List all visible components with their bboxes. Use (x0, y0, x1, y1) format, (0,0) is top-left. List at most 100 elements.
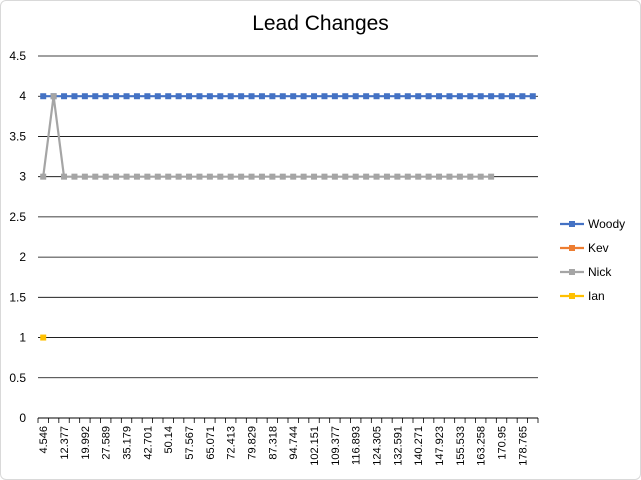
x-tick-label: 87.318 (267, 426, 279, 460)
data-point (425, 173, 432, 180)
data-point (102, 93, 109, 100)
y-tick-label: 0 (19, 411, 26, 425)
data-point (238, 93, 245, 100)
data-point (81, 93, 88, 100)
series-group (40, 93, 536, 341)
data-point (154, 93, 161, 100)
data-point (415, 173, 422, 180)
data-point (133, 93, 140, 100)
data-point (196, 173, 203, 180)
data-point (352, 173, 359, 180)
data-point (519, 93, 526, 100)
data-point (81, 173, 88, 180)
data-point (144, 93, 151, 100)
data-point (467, 93, 474, 100)
x-tick-label: 4.546 (38, 426, 50, 454)
data-point (269, 93, 276, 100)
gridlines (38, 55, 538, 379)
data-point (175, 93, 182, 100)
data-point (477, 93, 484, 100)
data-point (279, 93, 286, 100)
data-point (352, 93, 359, 100)
data-point (394, 173, 401, 180)
data-point (425, 93, 432, 100)
x-tick-label: 35.179 (122, 426, 134, 460)
legend-marker (569, 293, 575, 299)
data-point (258, 93, 265, 100)
data-point (331, 93, 338, 100)
x-tick-label: 19.992 (80, 426, 92, 460)
y-tick-label: 1 (19, 331, 26, 345)
x-tick-label: 109.377 (330, 426, 342, 466)
data-point (248, 173, 255, 180)
x-tick-label: 124.305 (372, 426, 384, 466)
data-point (269, 173, 276, 180)
x-tick-label: 72.413 (226, 426, 238, 460)
x-tick-label: 94.744 (288, 426, 300, 460)
data-point (50, 93, 57, 100)
data-point (61, 173, 68, 180)
data-point (477, 173, 484, 180)
data-point (415, 93, 422, 100)
data-point (363, 173, 370, 180)
data-point (71, 173, 78, 180)
y-tick-label: 1.5 (9, 290, 26, 304)
data-point (102, 173, 109, 180)
legend-item-kev: Kev (560, 241, 609, 255)
data-point (436, 93, 443, 100)
data-point (196, 93, 203, 100)
x-tick-label: 132.591 (392, 426, 404, 466)
x-tick-label: 102.151 (309, 426, 321, 466)
y-tick-label: 2 (19, 250, 26, 264)
data-point (92, 93, 99, 100)
data-point (40, 173, 47, 180)
x-tick-label: 116.893 (351, 426, 363, 465)
data-point (311, 93, 318, 100)
legend-marker (569, 245, 575, 251)
data-point (40, 334, 47, 341)
data-point (217, 93, 224, 100)
data-point (133, 173, 140, 180)
data-point (404, 93, 411, 100)
chart-title: Lead Changes (252, 12, 389, 35)
data-point (238, 173, 245, 180)
y-tick-label: 0.5 (9, 371, 26, 385)
data-point (508, 93, 515, 100)
x-axis: 4.546 12.377 19.992 27.589 35.179 42.701 50.14… (37, 417, 539, 466)
data-point (488, 173, 495, 180)
data-point (342, 173, 349, 180)
legend-marker (569, 269, 575, 275)
series-woody (40, 93, 536, 100)
data-point (394, 93, 401, 100)
x-tick-label: 178.765 (517, 426, 529, 466)
data-point (529, 93, 536, 100)
x-tick-label: 12.377 (59, 426, 71, 460)
data-point (123, 173, 130, 180)
x-tick-label: 65.071 (205, 426, 217, 460)
data-point (71, 93, 78, 100)
data-point (331, 173, 338, 180)
data-point (373, 93, 380, 100)
x-tick-label: 170.95 (497, 426, 509, 460)
data-point (300, 93, 307, 100)
data-point (113, 93, 120, 100)
legend-label: Nick (588, 265, 612, 279)
data-point (446, 173, 453, 180)
data-point (186, 173, 193, 180)
x-tick-label: 50.14 (163, 426, 175, 454)
y-tick-label: 3.5 (9, 129, 26, 143)
legend-label: Woody (588, 217, 625, 231)
data-point (467, 173, 474, 180)
data-point (227, 173, 234, 180)
data-point (290, 93, 297, 100)
data-point (383, 173, 390, 180)
legend-item-ian: Ian (560, 289, 605, 303)
data-point (279, 173, 286, 180)
legend-item-nick: Nick (560, 265, 612, 279)
data-point (61, 93, 68, 100)
data-point (436, 173, 443, 180)
data-point (488, 93, 495, 100)
legend-label: Ian (588, 289, 605, 303)
